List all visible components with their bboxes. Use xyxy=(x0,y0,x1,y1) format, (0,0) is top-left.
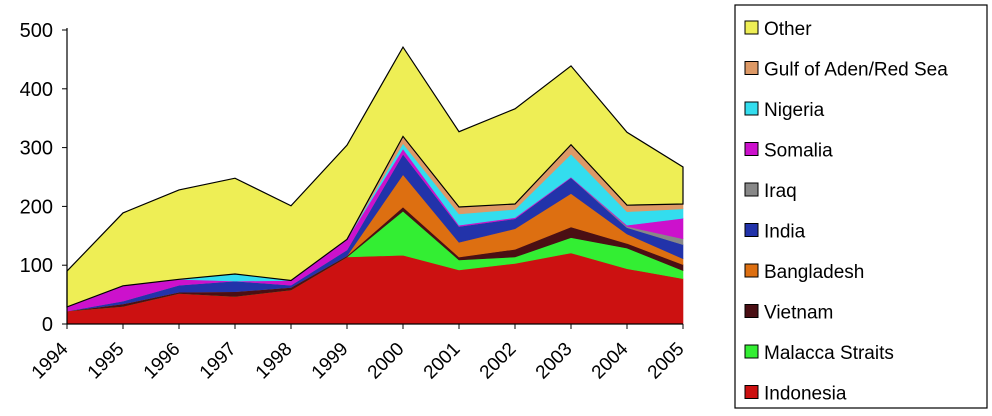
legend-swatch-gulf-of-aden-red-sea xyxy=(744,61,759,75)
legend: Other Gulf of Aden/Red Sea Nigeria Somalia I… xyxy=(734,4,988,409)
legend-swatch-malacca-straits xyxy=(744,344,759,359)
legend-label-gulf-of-aden-red-sea: Gulf of Aden/Red Sea xyxy=(764,60,948,81)
x-tick-label: 2002 xyxy=(476,339,521,384)
x-tick-label: 1994 xyxy=(28,338,73,383)
x-tick-label: 1995 xyxy=(84,339,129,384)
legend-frame xyxy=(734,4,988,409)
x-tick-label: 2005 xyxy=(644,339,689,384)
legend-swatch-other xyxy=(744,20,759,35)
legend-swatch-india xyxy=(744,223,759,237)
y-tick-label: 0 xyxy=(42,314,53,336)
legend-label-somalia: Somalia xyxy=(764,141,833,162)
y-tick-label: 100 xyxy=(20,255,53,277)
legend-label-bangladesh: Bangladesh xyxy=(764,262,864,283)
x-tick-label: 1997 xyxy=(196,339,241,384)
y-tick-label: 400 xyxy=(20,79,53,101)
legend-label-vietnam: Vietnam xyxy=(764,303,833,324)
legend-label-india: India xyxy=(764,222,806,243)
x-tick-label: 1998 xyxy=(252,339,297,384)
plot-area xyxy=(66,45,684,325)
legend-label-other: Other xyxy=(764,19,812,40)
legend-swatch-indonesia xyxy=(744,385,759,399)
legend-swatch-iraq xyxy=(744,182,759,197)
x-tick-label: 2004 xyxy=(588,338,633,383)
x-tick-label: 1996 xyxy=(140,339,185,384)
legend-swatch-vietnam xyxy=(744,304,759,318)
x-tick-label: 2001 xyxy=(420,339,465,384)
y-tick-label: 300 xyxy=(20,138,53,160)
x-tick-label: 2003 xyxy=(532,339,577,384)
legend-label-nigeria: Nigeria xyxy=(764,100,825,121)
y-tick-label: 500 xyxy=(20,20,53,42)
y-tick-label: 200 xyxy=(20,196,53,218)
legend-label-iraq: Iraq xyxy=(764,181,797,202)
legend-label-indonesia: Indonesia xyxy=(764,384,847,405)
x-tick-label: 1999 xyxy=(308,339,353,384)
legend-swatch-bangladesh xyxy=(744,263,759,278)
legend-label-malacca-straits: Malacca Straits xyxy=(764,343,894,364)
legend-swatch-nigeria xyxy=(744,101,759,116)
area-other xyxy=(66,45,684,308)
legend-swatch-somalia xyxy=(744,142,759,156)
x-tick-label: 2000 xyxy=(364,339,409,384)
